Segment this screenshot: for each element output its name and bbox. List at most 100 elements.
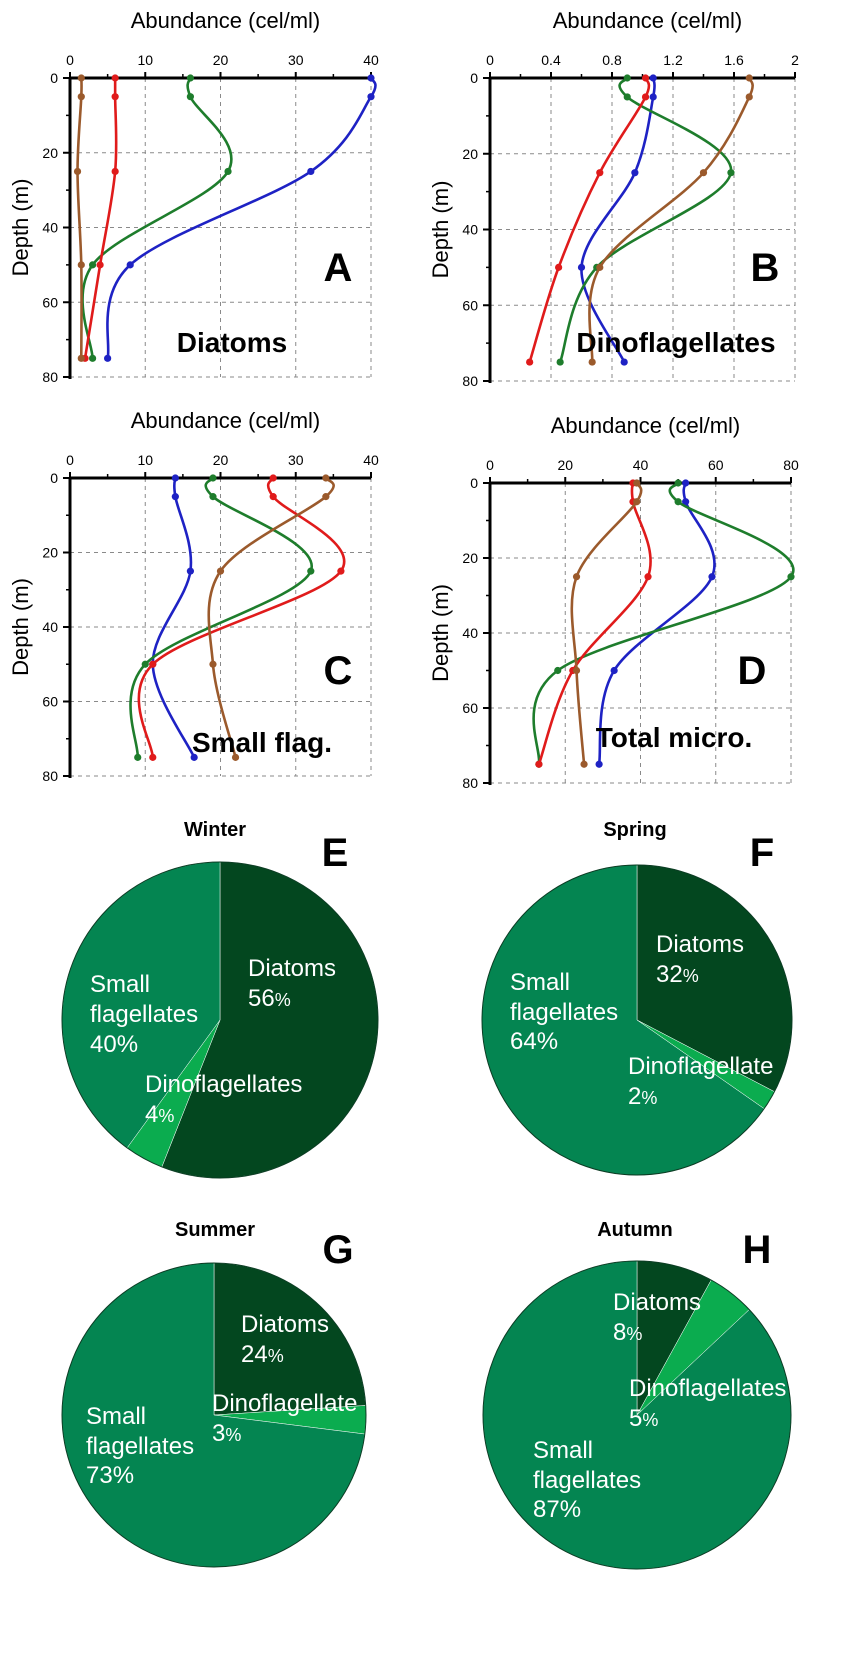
slice-percent: 8%: [613, 1319, 642, 1346]
slice-label: flagellates: [86, 1433, 194, 1460]
y-tick-label: 0: [470, 70, 478, 86]
series-line: [528, 77, 651, 363]
y-tick-label: 80: [42, 768, 58, 784]
data-point: [77, 354, 85, 362]
slice-label: flagellates: [90, 1001, 198, 1028]
data-point: [595, 760, 603, 768]
data-point: [610, 666, 618, 675]
data-point: [77, 261, 85, 269]
data-point: [209, 474, 217, 482]
slice-percent-value: 24: [241, 1341, 268, 1368]
slice-percent-unit: %: [683, 966, 699, 986]
slice-label: flagellates: [533, 1467, 641, 1494]
data-point: [111, 167, 119, 176]
data-point: [307, 167, 315, 176]
data-point: [623, 93, 631, 101]
pie-outline: [61, 1262, 367, 1568]
data-point: [171, 474, 179, 482]
y-tick-label: 20: [462, 550, 478, 566]
data-point: [322, 493, 330, 501]
slice-percent-unit: %: [626, 1324, 642, 1344]
y-tick-label: 60: [42, 294, 58, 310]
data-point: [556, 358, 564, 366]
panel-title: Dinoflagellates: [576, 327, 775, 358]
slice-label: Small: [510, 969, 570, 996]
season-title: Winter: [184, 819, 246, 841]
slice-percent: 2%: [628, 1083, 657, 1110]
x-tick-label: 2: [791, 52, 799, 68]
slice-label: flagellates: [510, 999, 618, 1026]
pie-outline: [482, 1260, 792, 1570]
series-line: [580, 77, 656, 363]
data-point: [149, 753, 157, 761]
x-tick-label: 1.2: [663, 52, 683, 68]
slice-percent-unit: %: [268, 1346, 284, 1366]
slice-percent: 64%: [510, 1028, 558, 1055]
x-tick-label: 20: [557, 457, 573, 473]
data-point: [88, 354, 97, 362]
season-title: Autumn: [597, 1219, 673, 1241]
slice-label: Diatoms: [613, 1289, 701, 1316]
x-tick-label: 30: [288, 452, 304, 468]
x-tick-label: 0: [66, 52, 74, 68]
data-point: [111, 74, 119, 82]
panel-title: Small flag.: [192, 727, 332, 758]
data-point: [216, 567, 225, 575]
x-tick-label: 0: [486, 457, 494, 473]
data-point: [580, 760, 588, 768]
y-tick-label: 20: [42, 545, 58, 561]
data-point: [682, 479, 690, 487]
pie-outline: [61, 861, 379, 1179]
x-tick-label: 10: [137, 452, 153, 468]
y-axis-title: Depth (m): [428, 181, 453, 279]
slice-label: Small: [533, 1437, 593, 1464]
y-tick-label: 60: [42, 694, 58, 710]
slice-percent-value: 5: [629, 1405, 642, 1432]
slice-percent-unit: %: [158, 1106, 174, 1126]
x-tick-label: 0: [66, 452, 74, 468]
y-tick-label: 40: [42, 619, 58, 635]
pie-panel-F: Diatoms 32% Dinoflagellate 2% Small flagellat…: [481, 819, 793, 1176]
slice-label: Diatoms: [241, 1311, 329, 1338]
x-tick-label: 0.8: [602, 52, 622, 68]
season-title: Spring: [603, 819, 666, 841]
data-point: [596, 263, 604, 271]
slice-percent: 3%: [212, 1420, 241, 1447]
data-point: [641, 74, 650, 82]
data-point: [269, 493, 277, 501]
series-line: [207, 477, 335, 758]
data-point: [111, 93, 119, 101]
slice-percent-value: 3: [212, 1420, 225, 1447]
panel-letter: C: [324, 649, 353, 693]
data-point: [745, 74, 753, 82]
data-point: [77, 93, 85, 101]
data-point: [674, 498, 682, 506]
slice-percent: 4%: [145, 1101, 174, 1128]
x-tick-label: 40: [363, 52, 379, 68]
data-point: [88, 261, 97, 269]
data-point: [572, 666, 581, 675]
x-tick-label: 40: [633, 457, 649, 473]
data-point: [596, 169, 604, 177]
data-point: [186, 74, 194, 82]
season-title: Summer: [175, 1219, 255, 1241]
panel-letter: A: [324, 246, 353, 290]
data-point: [649, 93, 657, 101]
slice-percent: 5%: [629, 1405, 658, 1432]
data-point: [224, 167, 232, 176]
y-tick-label: 0: [50, 70, 58, 86]
data-point: [77, 74, 85, 82]
series-line: [558, 77, 733, 363]
data-point: [269, 474, 277, 482]
panel-letter: H: [743, 1228, 772, 1272]
data-point: [104, 354, 112, 362]
slice-percent-value: 56: [248, 985, 275, 1012]
series-line: [106, 77, 377, 359]
data-point: [745, 93, 753, 101]
x-tick-label: 30: [288, 52, 304, 68]
data-point: [674, 479, 682, 487]
slice-percent-value: 87%: [533, 1496, 581, 1523]
slice-percent: 40%: [90, 1031, 138, 1058]
series-line: [151, 477, 196, 758]
